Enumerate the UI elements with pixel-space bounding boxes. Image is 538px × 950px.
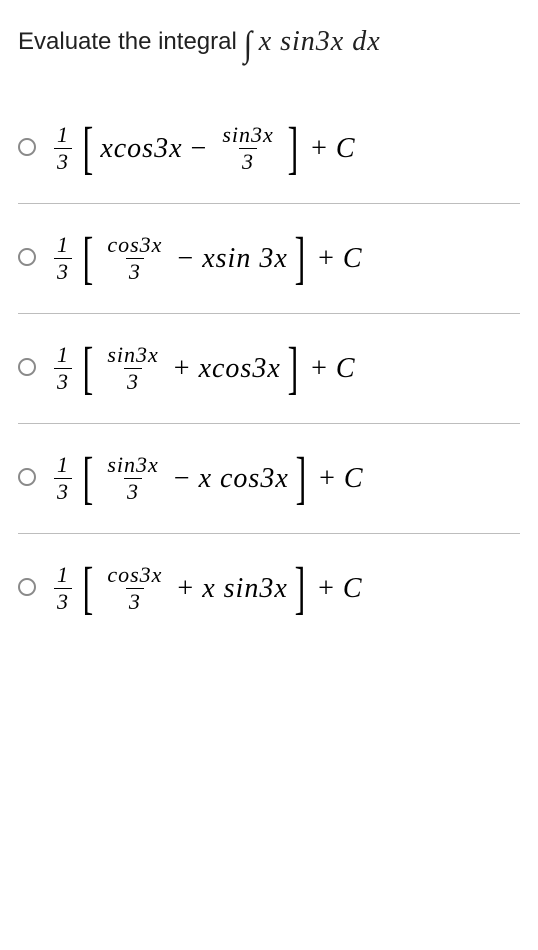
choice-3[interactable]: 1 3 [ sin3x 3 + xcos3x ] + C [18,340,520,397]
plus-c: + C [318,573,362,605]
fraction: 1 3 [54,234,72,283]
plus-c: + C [311,353,355,385]
choice-1[interactable]: 1 3 [ xcos3x − sin3x 3 ] + C [18,120,520,177]
fraction: 1 3 [54,454,72,503]
right-bracket: ] [295,455,306,501]
numerator: sin3x [104,344,161,368]
numerator: 1 [54,234,72,258]
operator: − [177,243,194,275]
radio-icon[interactable] [18,248,36,266]
choice-4-math: 1 3 [ sin3x 3 − x cos3x ] + C [50,454,370,503]
radio-icon[interactable] [18,138,36,156]
choice-5[interactable]: 1 3 [ cos3x 3 + x sin3x ] + C [18,560,520,617]
quiz-page: Evaluate the integral ∫ x sin3x dx 1 3 [… [0,0,538,617]
plus-c: + C [311,133,355,165]
choice-1-math: 1 3 [ xcos3x − sin3x 3 ] + C [50,124,362,173]
choice-2[interactable]: 1 3 [ cos3x 3 − xsin 3x ] + C [18,230,520,287]
term: xsin 3x [202,243,288,275]
fraction: 1 3 [54,564,72,613]
question-prompt: Evaluate the integral ∫ x sin3x dx [18,24,520,60]
divider [18,423,520,424]
right-bracket: ] [294,565,305,611]
left-bracket: [ [83,345,94,391]
denominator: 3 [54,478,72,503]
integral-sign: ∫ [244,26,252,62]
right-bracket: ] [287,345,298,391]
numerator: 1 [54,564,72,588]
radio-icon[interactable] [18,468,36,486]
operator: − [174,463,191,495]
denominator: 3 [126,258,144,283]
term: x cos3x [199,463,289,495]
left-bracket: [ [83,565,94,611]
right-bracket: ] [287,125,298,171]
term: xcos3x [199,353,281,385]
fraction: cos3x 3 [104,564,165,613]
fraction: 1 3 [54,344,72,393]
left-bracket: [ [83,125,94,171]
question-integrand: x sin3x dx [259,26,381,58]
denominator: 3 [54,588,72,613]
divider [18,203,520,204]
choice-3-math: 1 3 [ sin3x 3 + xcos3x ] + C [50,344,362,393]
plus-c: + C [318,243,362,275]
numerator: 1 [54,124,72,148]
denominator: 3 [239,148,257,173]
operator: + [177,573,194,605]
numerator: cos3x [104,564,165,588]
denominator: 3 [54,258,72,283]
numerator: 1 [54,454,72,478]
radio-icon[interactable] [18,578,36,596]
fraction: sin3x 3 [104,454,161,503]
plus-c: + C [319,463,363,495]
numerator: sin3x [104,454,161,478]
denominator: 3 [126,588,144,613]
numerator: 1 [54,344,72,368]
term: xcos3x [100,133,182,165]
fraction: cos3x 3 [104,234,165,283]
radio-icon[interactable] [18,358,36,376]
denominator: 3 [54,368,72,393]
choice-4[interactable]: 1 3 [ sin3x 3 − x cos3x ] + C [18,450,520,507]
left-bracket: [ [83,235,94,281]
question-text: Evaluate the integral [18,28,237,56]
choices-group: 1 3 [ xcos3x − sin3x 3 ] + C 1 [18,120,520,617]
divider [18,313,520,314]
choice-2-math: 1 3 [ cos3x 3 − xsin 3x ] + C [50,234,369,283]
term: x sin3x [202,573,288,605]
fraction: sin3x 3 [219,124,276,173]
fraction: 1 3 [54,124,72,173]
right-bracket: ] [294,235,305,281]
divider [18,533,520,534]
choice-5-math: 1 3 [ cos3x 3 + x sin3x ] + C [50,564,369,613]
denominator: 3 [124,368,142,393]
numerator: sin3x [219,124,276,148]
operator: − [191,133,208,165]
operator: + [174,353,191,385]
denominator: 3 [124,478,142,503]
denominator: 3 [54,148,72,173]
left-bracket: [ [83,455,94,501]
numerator: cos3x [104,234,165,258]
fraction: sin3x 3 [104,344,161,393]
